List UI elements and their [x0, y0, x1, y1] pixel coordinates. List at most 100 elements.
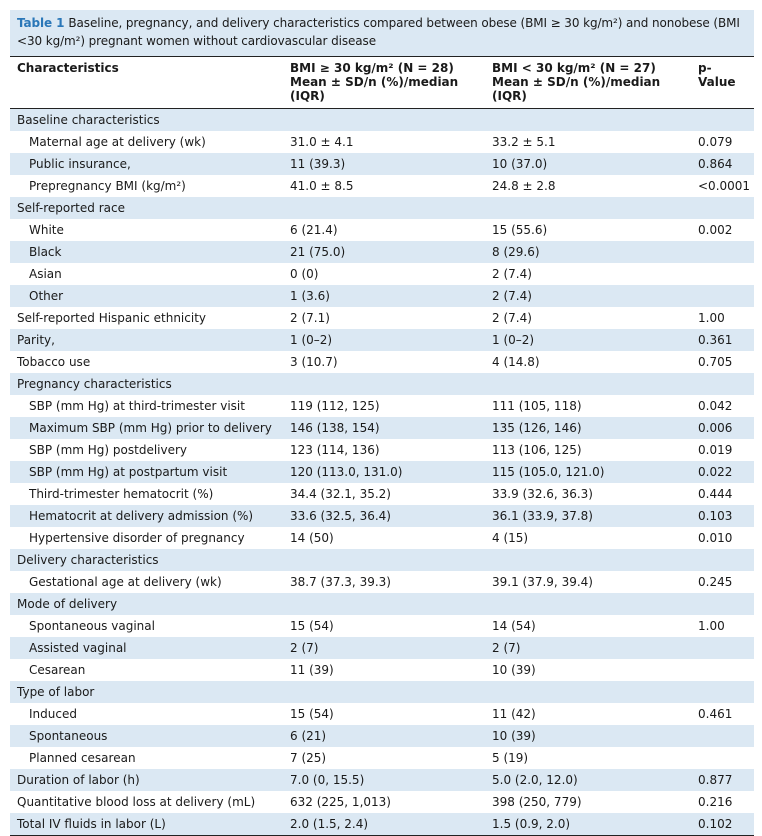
cell-nonobese: 33.2 ± 5.1: [492, 135, 556, 149]
cell-p-value: 1.00: [698, 311, 725, 325]
table-row: Gestational age at delivery (wk) 38.7 (37…: [10, 571, 754, 593]
row-label: White: [29, 223, 64, 237]
cell-p-value: 0.103: [691, 505, 754, 527]
cell-nonobese: 33.9 (32.6, 36.3): [492, 487, 593, 501]
cell-obese: 6 (21.4): [290, 223, 338, 237]
header-nonobese-line1: BMI < 30 kg/m² (N = 27): [492, 61, 656, 75]
cell-nonobese: [489, 593, 691, 615]
cell-nonobese: 1.5 (0.9, 2.0): [489, 813, 691, 836]
header-obese-line2: Mean ± SD/n (%)/median (IQR): [290, 75, 459, 103]
cell-nonobese: 10 (39): [489, 725, 691, 747]
cell-obese: 31.0 ± 4.1: [290, 135, 354, 149]
row-label: Type of labor: [10, 681, 287, 703]
table-row: Spontaneous vaginal 15 (54) 14 (54) 1.00: [10, 615, 754, 637]
cell-obese: [287, 549, 489, 571]
row-label: Self-reported Hispanic ethnicity: [17, 311, 206, 325]
cell-obese: 119 (112, 125): [290, 399, 380, 413]
cell-obese: 123 (114, 136): [290, 443, 380, 457]
cell-p-value: 0.877: [691, 769, 754, 791]
row-label: Prepregnancy BMI (kg/m²): [29, 179, 186, 193]
row-label: Planned cesarean: [29, 751, 136, 765]
cell-obese: 6 (21): [287, 725, 489, 747]
cell-p-value: 0.042: [698, 399, 733, 413]
table-row: SBP (mm Hg) at third-trimester visit 119 …: [10, 395, 754, 417]
table-row: Planned cesarean 7 (25) 5 (19): [10, 747, 754, 769]
table-row: Maximum SBP (mm Hg) prior to delivery 146…: [10, 417, 754, 439]
header-nonobese: BMI < 30 kg/m² (N = 27) Mean ± SD/n (%)/…: [489, 56, 691, 109]
cell-obese: 7.0 (0, 15.5): [287, 769, 489, 791]
cell-p-value: 0.444: [698, 487, 733, 501]
cell-nonobese: 2 (7.4): [492, 267, 532, 281]
table-row: Other 1 (3.6) 2 (7.4): [10, 285, 754, 307]
row-label: SBP (mm Hg) at postpartum visit: [10, 461, 287, 483]
cell-p-value: [691, 747, 754, 769]
cell-obese: [287, 197, 489, 219]
table-row: Total IV fluids in labor (L) 2.0 (1.5, 2.…: [10, 813, 754, 836]
row-label: Induced: [29, 707, 77, 721]
cell-obese: 14 (50): [290, 531, 334, 545]
cell-nonobese: 14 (54): [492, 619, 536, 633]
header-obese: BMI ≥ 30 kg/m² (N = 28) Mean ± SD/n (%)/…: [287, 56, 489, 109]
row-label: Pregnancy characteristics: [10, 373, 287, 395]
table-row: Baseline characteristics: [10, 108, 754, 131]
cell-nonobese: 36.1 (33.9, 37.8): [489, 505, 691, 527]
table-row: Type of labor: [10, 681, 754, 703]
cell-nonobese: 10 (37.0): [489, 153, 691, 175]
cell-obese: 2 (7.1): [290, 311, 330, 325]
cell-obese: 2.0 (1.5, 2.4): [287, 813, 489, 836]
row-label: Other: [10, 285, 287, 307]
table-row: Maternal age at delivery (wk) 31.0 ± 4.1 3…: [10, 131, 754, 153]
cell-nonobese: [489, 108, 691, 131]
row-label: Black: [10, 241, 287, 263]
cell-nonobese: 15 (55.6): [492, 223, 548, 237]
table-row: Cesarean 11 (39) 10 (39): [10, 659, 754, 681]
table-row: Assisted vaginal 2 (7) 2 (7): [10, 637, 754, 659]
row-label: Total IV fluids in labor (L): [10, 813, 287, 836]
table-number: Table 1: [17, 16, 65, 30]
cell-p-value: [691, 681, 754, 703]
table-row: White 6 (21.4) 15 (55.6) 0.002: [10, 219, 754, 241]
cell-nonobese: 115 (105.0, 121.0): [489, 461, 691, 483]
cell-obese: 1 (3.6): [287, 285, 489, 307]
row-label: Spontaneous: [10, 725, 287, 747]
row-label: SBP (mm Hg) postdelivery: [29, 443, 188, 457]
cell-p-value: [691, 659, 754, 681]
table-row: Black 21 (75.0) 8 (29.6): [10, 241, 754, 263]
cell-obese: 11 (39.3): [287, 153, 489, 175]
cell-obese: 15 (54): [290, 619, 334, 633]
cell-nonobese: 2 (7): [489, 637, 691, 659]
row-label: Public insurance,: [10, 153, 287, 175]
cell-nonobese: 1 (0–2): [489, 329, 691, 351]
cell-p-value: [691, 241, 754, 263]
cell-obese: 11 (39): [290, 663, 334, 677]
cell-nonobese: 24.8 ± 2.8: [492, 179, 556, 193]
table-row: Public insurance, 11 (39.3) 10 (37.0) 0.864: [10, 153, 754, 175]
table-row: Pregnancy characteristics: [10, 373, 754, 395]
cell-obese: [287, 593, 489, 615]
cell-p-value: [691, 197, 754, 219]
table-row: SBP (mm Hg) at postpartum visit 120 (113.…: [10, 461, 754, 483]
cell-p-value: [691, 285, 754, 307]
table-body: Baseline characteristics Maternal age at …: [10, 108, 754, 836]
cell-p-value: 0.245: [698, 575, 733, 589]
cell-p-value: 0.019: [698, 443, 733, 457]
cell-p-value: 0.461: [698, 707, 733, 721]
row-label: Duration of labor (h): [10, 769, 287, 791]
header-characteristics: Characteristics: [10, 56, 287, 109]
table-row: Self-reported Hispanic ethnicity 2 (7.1) 2…: [10, 307, 754, 329]
cell-obese: 33.6 (32.5, 36.4): [287, 505, 489, 527]
cell-obese: [287, 108, 489, 131]
cell-nonobese: 2 (7.4): [489, 285, 691, 307]
row-label: Baseline characteristics: [10, 108, 287, 131]
cell-obese: 0 (0): [290, 267, 319, 281]
cell-obese: 632 (225, 1,013): [290, 795, 391, 809]
cell-p-value: [691, 549, 754, 571]
table-row: Spontaneous 6 (21) 10 (39): [10, 725, 754, 747]
table-row: Parity, 1 (0–2) 1 (0–2) 0.361: [10, 329, 754, 351]
header-nonobese-line2: Mean ± SD/n (%)/median (IQR): [492, 75, 661, 103]
cell-p-value: [691, 373, 754, 395]
cell-p-value: 0.705: [698, 355, 733, 369]
row-label: Assisted vaginal: [10, 637, 287, 659]
row-label: Asian: [29, 267, 62, 281]
cell-obese: 146 (138, 154): [287, 417, 489, 439]
